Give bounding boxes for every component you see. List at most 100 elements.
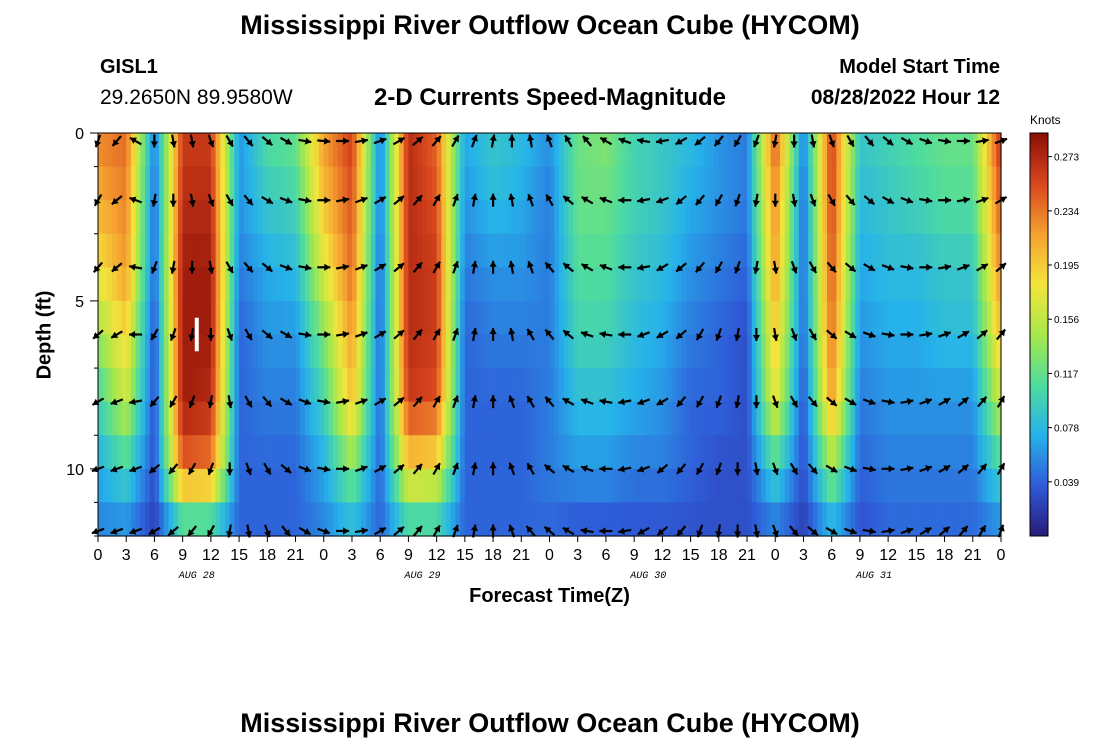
heatmap-cell xyxy=(558,133,565,168)
heatmap-cell xyxy=(507,468,513,504)
heatmap-cell xyxy=(507,502,513,537)
current-arrow xyxy=(167,525,179,537)
heatmap-cell xyxy=(248,468,254,504)
heatmap-cell xyxy=(441,468,447,504)
heatmap-cell xyxy=(817,267,823,302)
heatmap-cell xyxy=(812,401,819,436)
heatmap-cell xyxy=(309,166,315,201)
heatmap-cell xyxy=(798,233,805,268)
heatmap-cell xyxy=(704,435,710,470)
heatmap-cell xyxy=(605,468,612,504)
current-arrow xyxy=(432,524,441,538)
heatmap-cell xyxy=(474,166,480,201)
heatmap-cell xyxy=(192,133,198,168)
heatmap-cell xyxy=(784,133,790,168)
current-arrow xyxy=(412,395,423,408)
heatmap-cell xyxy=(347,468,353,504)
heatmap-cell xyxy=(163,468,170,504)
heatmap-cell xyxy=(902,468,908,504)
heatmap-cell xyxy=(140,502,146,537)
current-arrow xyxy=(771,134,779,148)
heatmap-cell xyxy=(685,166,692,201)
heatmap-cell xyxy=(488,401,494,436)
heatmap-cell xyxy=(855,300,861,336)
heatmap-cell xyxy=(446,300,452,336)
heatmap-cell xyxy=(243,267,250,302)
heatmap-cell xyxy=(192,166,198,201)
heatmap-cell xyxy=(540,368,546,403)
heatmap-cell xyxy=(624,435,631,470)
arrow-head xyxy=(961,397,969,405)
heatmap-cell xyxy=(177,435,184,470)
current-arrow xyxy=(656,330,669,339)
heatmap-cell xyxy=(991,435,997,470)
heatmap-cell xyxy=(596,502,602,537)
heatmap-cell xyxy=(624,468,631,504)
current-arrow xyxy=(393,329,405,340)
heatmap-cell xyxy=(229,200,235,235)
current-arrow xyxy=(317,527,331,535)
heatmap-cell xyxy=(431,233,438,268)
heatmap-cell xyxy=(982,267,988,302)
heatmap-cell xyxy=(963,368,969,403)
axis-layer: 0 3 6 9 12 15 18 21 0 3 6 9 12 15 18 21 0 3 6 9 12 15 18 21 0 3 6 9… xyxy=(66,126,1005,582)
heatmap-cell xyxy=(723,334,729,369)
heatmap-cell xyxy=(464,233,471,268)
heatmap-cell xyxy=(446,334,452,369)
heatmap-cell xyxy=(530,401,536,436)
heatmap-cell xyxy=(135,334,141,369)
current-arrow xyxy=(207,134,215,148)
heatmap-cell xyxy=(779,233,786,268)
arrow-head xyxy=(489,134,497,142)
heatmap-cell xyxy=(394,267,400,302)
current-arrow xyxy=(734,524,742,538)
heatmap-cell xyxy=(685,435,692,470)
heatmap-cell xyxy=(384,166,391,201)
heatmap-cell xyxy=(196,334,203,369)
heatmap-cell xyxy=(525,334,532,369)
heatmap-cell xyxy=(154,166,160,201)
heatmap-cell xyxy=(549,435,555,470)
heatmap-cell xyxy=(624,334,631,369)
heatmap-cell xyxy=(953,166,960,201)
heatmap-cell xyxy=(587,368,593,403)
arrow-head xyxy=(360,330,368,338)
current-arrow xyxy=(958,525,969,537)
heatmap-cell xyxy=(474,468,480,504)
heatmap-cell xyxy=(615,468,621,504)
arrow-head xyxy=(169,333,177,341)
arrow-head xyxy=(324,196,331,204)
heatmap-cell xyxy=(958,300,964,336)
current-arrow xyxy=(599,527,613,535)
heatmap-cell xyxy=(634,200,640,235)
arrow-head xyxy=(489,193,497,200)
arrow-head xyxy=(790,141,798,148)
current-arrow xyxy=(977,463,988,475)
current-arrow xyxy=(863,195,876,206)
heatmap-cell xyxy=(399,267,405,302)
heatmap-cell xyxy=(911,166,917,201)
heatmap-cell xyxy=(347,300,353,336)
current-arrow xyxy=(110,527,124,535)
arrow-head xyxy=(527,463,534,471)
current-arrow xyxy=(771,327,779,342)
heatmap-cell xyxy=(399,334,405,369)
current-arrow xyxy=(862,398,876,406)
heatmap-cell xyxy=(775,368,781,403)
heatmap-cell xyxy=(836,468,842,504)
heatmap-cell xyxy=(314,334,320,369)
current-arrow xyxy=(279,196,293,204)
heatmap-cell xyxy=(342,300,348,336)
heatmap-cell xyxy=(601,300,607,336)
heatmap-cell xyxy=(469,401,475,436)
arrow-head xyxy=(656,398,664,405)
heatmap-cell xyxy=(845,401,852,436)
heatmap-cell xyxy=(573,267,579,302)
heatmap-cell xyxy=(935,267,941,302)
current-arrow xyxy=(562,195,575,206)
heatmap-cell xyxy=(243,334,250,369)
heatmap-cell xyxy=(201,334,207,369)
arrow-head xyxy=(696,530,704,538)
arrow-head xyxy=(508,134,516,141)
heatmap-cell xyxy=(831,468,837,504)
